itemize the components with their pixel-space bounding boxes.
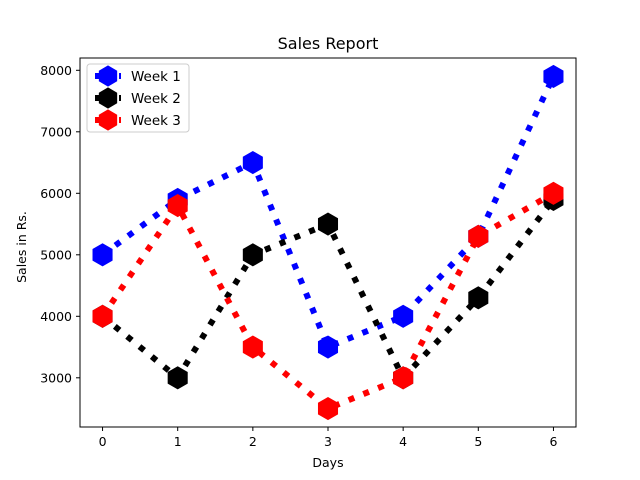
legend-label: Week 1 (131, 69, 181, 85)
axes: 0 1 2 3 4 5 6 3000 4000 5000 6000 7000 8000 (40, 57, 577, 449)
y-tick-label: 4000 (40, 309, 72, 324)
x-tick-label: 2 (249, 434, 257, 449)
data-point (317, 212, 339, 236)
data-point (317, 396, 339, 421)
y-tick-label: 5000 (40, 247, 72, 262)
data-point (468, 286, 489, 310)
y-tick-label: 7000 (40, 124, 72, 139)
legend-marker (98, 87, 118, 109)
y-tick-label: 3000 (40, 370, 72, 385)
data-point (242, 243, 263, 267)
chart-title: Sales Report (278, 34, 379, 53)
legend-entry-1: Week 1 (95, 65, 181, 87)
data-point (393, 366, 414, 390)
data-point (92, 243, 113, 267)
data-point (167, 194, 188, 218)
data-point (242, 150, 263, 175)
data-point (393, 304, 414, 328)
x-tick-label: 6 (549, 434, 557, 449)
y-tick-label: 6000 (40, 186, 72, 201)
legend-label: Week 2 (131, 91, 181, 107)
plot-area (92, 64, 564, 421)
y-tick-label: 8000 (40, 63, 72, 78)
x-tick-label: 4 (399, 434, 407, 449)
data-point (167, 366, 188, 390)
x-tick-label: 0 (99, 434, 107, 449)
x-axis-label: Days (312, 455, 343, 470)
data-point (543, 64, 564, 89)
legend-label: Week 3 (131, 113, 181, 129)
data-point (468, 224, 489, 248)
data-point (317, 335, 339, 359)
legend-entry-2: Week 2 (95, 87, 181, 109)
legend-marker (98, 109, 118, 131)
data-point (92, 304, 113, 328)
legend: Week 1 Week 2 Week 3 (86, 63, 190, 133)
legend-marker (98, 65, 118, 87)
x-tick-label: 5 (474, 434, 482, 449)
data-point (543, 181, 564, 205)
data-point (242, 335, 263, 359)
legend-entry-3: Week 3 (95, 109, 181, 131)
x-tick-label: 3 (324, 434, 332, 449)
y-axis-label: Sales in Rs. (14, 211, 29, 283)
x-tick-label: 1 (174, 434, 182, 449)
